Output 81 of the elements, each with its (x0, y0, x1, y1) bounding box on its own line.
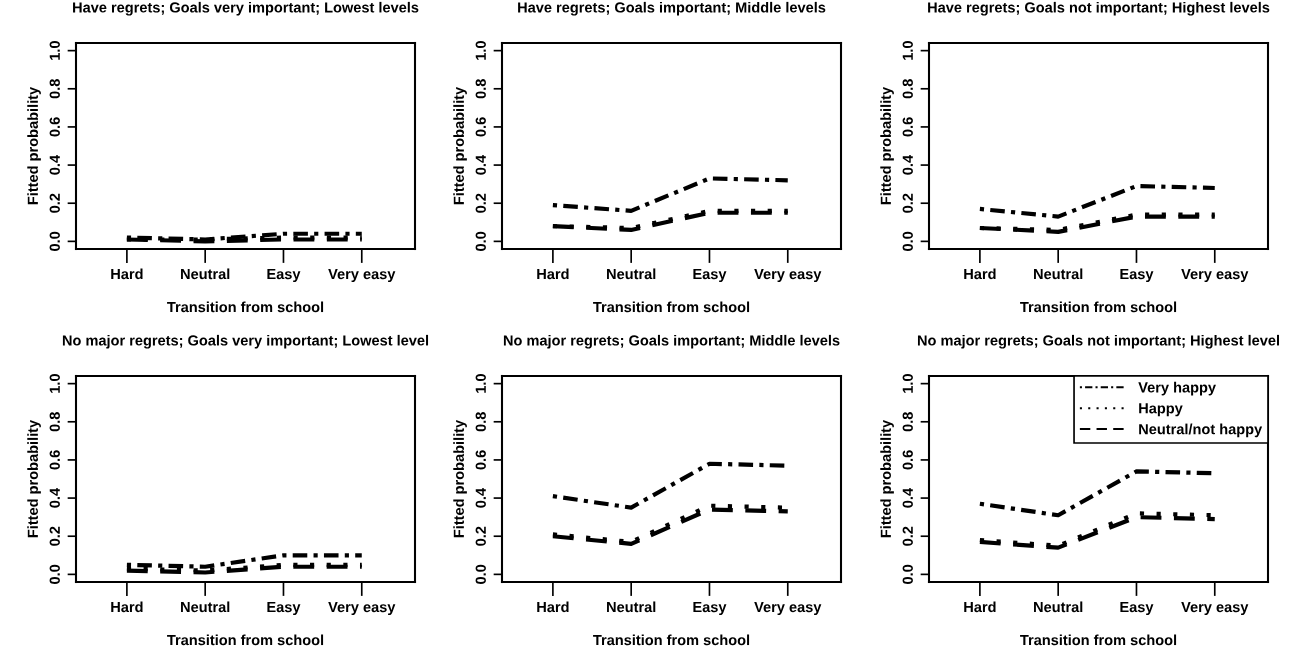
y-tick-label: 0.0 (49, 564, 60, 584)
y-tick-label: 0.8 (49, 79, 60, 99)
y-tick-label: 0.0 (475, 231, 486, 251)
y-tick-label: 0.8 (902, 79, 913, 99)
y-tick-label: 0.6 (902, 117, 913, 137)
x-tick-label: Neutral (607, 601, 656, 613)
y-tick-label: 1.0 (49, 41, 60, 60)
y-axis-title: Fitted probability (453, 419, 467, 538)
y-tick-label: 0.8 (902, 412, 913, 432)
y-tick-label: 0.0 (902, 564, 913, 584)
y-tick-label: 0.2 (475, 193, 486, 213)
y-tick-label: 1.0 (902, 374, 913, 393)
y-tick-label: 0.2 (49, 193, 60, 213)
y-tick-label: 1.0 (49, 374, 60, 393)
y-tick-label: 0.2 (475, 526, 486, 546)
y-tick-label: 0.2 (902, 526, 913, 546)
y-tick-label: 1.0 (902, 41, 913, 60)
y-tick-label: 0.6 (475, 450, 486, 470)
legend-label: Very happy (1138, 381, 1216, 396)
y-tick-label: 0.6 (49, 450, 60, 470)
x-tick-label: Easy (267, 268, 301, 283)
y-axis-title: Fitted probability (880, 419, 894, 538)
y-axis-title: Fitted probability (880, 86, 894, 205)
y-tick-label: 0.6 (49, 117, 60, 137)
chart-title: Have regrets; Goals very important; Lowest levels (73, 1, 419, 16)
y-tick-label: 0.2 (902, 193, 913, 213)
x-tick-label: Easy (1120, 601, 1154, 616)
chart-title: No major regrets; Goals not important; Highest level (917, 334, 1279, 349)
y-tick-label: 1.0 (475, 41, 486, 60)
y-tick-label: 0.8 (475, 412, 486, 432)
x-tick-label: Hard (964, 601, 996, 613)
x-tick-label: Hard (537, 268, 569, 280)
chart-title: Have regrets; Goals important; Middle levels (518, 1, 826, 16)
x-tick-label: Very easy (1181, 601, 1249, 616)
y-tick-label: 0.6 (902, 450, 913, 470)
y-tick-label: 0.4 (902, 155, 913, 175)
x-tick-label: Neutral (181, 601, 230, 613)
y-tick-label: 0.0 (49, 231, 60, 251)
x-tick-label: Hard (111, 601, 143, 613)
x-tick-label: Very easy (328, 601, 396, 616)
legend-label: Neutral/not happy (1139, 423, 1263, 438)
x-axis-title: Transition from school (593, 301, 750, 313)
x-tick-label: Very easy (1181, 268, 1249, 283)
y-tick-label: 0.4 (475, 155, 486, 175)
x-axis-title: Transition from school (167, 634, 324, 646)
y-tick-label: 0.4 (902, 488, 913, 508)
x-tick-label: Easy (267, 601, 301, 616)
y-tick-label: 0.2 (49, 526, 60, 546)
x-axis-title: Transition from school (1020, 301, 1177, 313)
x-axis-title: Transition from school (593, 634, 750, 646)
y-tick-label: 0.4 (49, 488, 60, 508)
x-tick-label: Neutral (1034, 601, 1083, 613)
x-axis-title: Transition from school (1020, 634, 1177, 646)
y-tick-label: 1.0 (475, 374, 486, 393)
x-tick-label: Hard (111, 268, 143, 280)
legend-label: Happy (1139, 403, 1183, 417)
y-tick-label: 0.8 (475, 79, 486, 99)
x-tick-label: Neutral (1034, 268, 1083, 280)
x-tick-label: Hard (964, 268, 996, 280)
x-tick-label: Easy (693, 601, 727, 616)
x-tick-label: Neutral (607, 268, 656, 280)
chart-title: No major regrets; Goals important; Middle levels (503, 334, 840, 349)
chart-title: No major regrets; Goals very important; Lowest level (62, 334, 429, 349)
y-axis-title: Fitted probability (27, 86, 41, 205)
y-axis-title: Fitted probability (453, 86, 467, 205)
y-tick-label: 0.0 (902, 231, 913, 251)
y-tick-label: 0.4 (475, 488, 486, 508)
y-tick-label: 0.8 (49, 412, 60, 432)
x-tick-label: Very easy (754, 268, 822, 283)
chart-title: Have regrets; Goals not important; Highest levels (928, 1, 1270, 16)
x-tick-label: Neutral (181, 268, 230, 280)
y-axis-title: Fitted probability (27, 419, 41, 538)
y-tick-label: 0.4 (49, 155, 60, 175)
x-tick-label: Easy (693, 268, 727, 283)
x-tick-label: Easy (1120, 268, 1154, 283)
x-tick-label: Hard (537, 601, 569, 613)
x-axis-title: Transition from school (167, 301, 324, 313)
x-tick-label: Very easy (328, 268, 396, 283)
x-tick-label: Very easy (754, 601, 822, 616)
y-tick-label: 0.6 (475, 117, 486, 137)
y-tick-label: 0.0 (475, 564, 486, 584)
